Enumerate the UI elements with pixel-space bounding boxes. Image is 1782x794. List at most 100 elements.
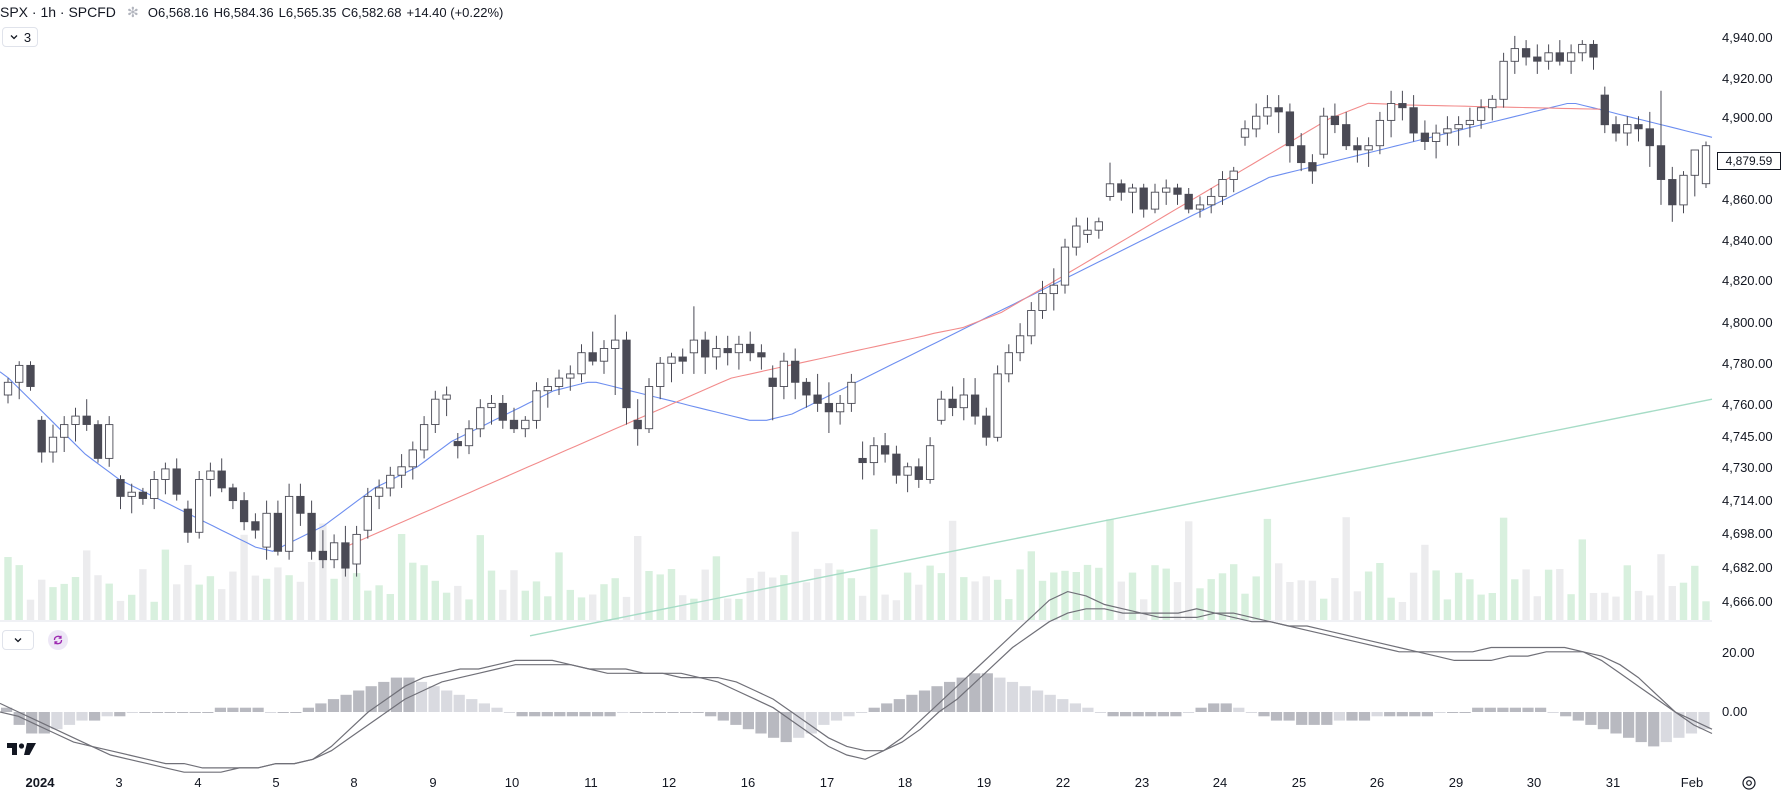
- candle-body[interactable]: [71, 415, 80, 425]
- candle-body[interactable]: [757, 352, 766, 358]
- candle-body[interactable]: [1083, 229, 1092, 235]
- indicators-toggle-button[interactable]: 3: [2, 27, 38, 47]
- candle-body[interactable]: [858, 457, 867, 464]
- candle-body[interactable]: [622, 339, 631, 409]
- candle-body[interactable]: [273, 512, 283, 552]
- candle-body[interactable]: [667, 356, 676, 364]
- candle-body[interactable]: [307, 512, 316, 552]
- candle-body[interactable]: [464, 428, 474, 447]
- symbol-title[interactable]: SPX · 1h · SPCFD: [0, 4, 116, 20]
- candle-body[interactable]: [1229, 170, 1238, 180]
- candle-body[interactable]: [1578, 43, 1587, 54]
- candle-body[interactable]: [993, 373, 1002, 438]
- candle-body[interactable]: [127, 491, 136, 497]
- candle-body[interactable]: [577, 352, 586, 375]
- candle-body[interactable]: [48, 436, 58, 453]
- candle-body[interactable]: [363, 495, 372, 531]
- candle-body[interactable]: [948, 398, 957, 409]
- candle-body[interactable]: [1521, 48, 1531, 58]
- candle-body[interactable]: [892, 453, 901, 476]
- candle-body[interactable]: [1105, 183, 1115, 197]
- candle-body[interactable]: [599, 348, 609, 362]
- candle-body[interactable]: [1611, 124, 1621, 134]
- candle-body[interactable]: [82, 415, 91, 425]
- candle-body[interactable]: [824, 402, 834, 413]
- candle-body[interactable]: [1353, 145, 1362, 151]
- candle-body[interactable]: [1195, 204, 1205, 210]
- candle-body[interactable]: [1027, 310, 1036, 337]
- candle-body[interactable]: [228, 487, 238, 502]
- candle-body[interactable]: [262, 512, 271, 548]
- candle-body[interactable]: [487, 402, 496, 409]
- candle-body[interactable]: [768, 377, 777, 387]
- candle-body[interactable]: [1117, 183, 1126, 193]
- candle-body[interactable]: [1701, 145, 1711, 185]
- candle-body[interactable]: [419, 424, 429, 451]
- candle-body[interactable]: [1218, 179, 1227, 197]
- candle-body[interactable]: [1375, 119, 1385, 147]
- candle-body[interactable]: [1555, 52, 1564, 62]
- candle-body[interactable]: [1162, 187, 1171, 193]
- candle-body[interactable]: [1465, 119, 1475, 126]
- settings-gear-icon[interactable]: [1740, 774, 1758, 792]
- candle-body[interactable]: [678, 356, 687, 362]
- candle-body[interactable]: [779, 360, 789, 387]
- candle-body[interactable]: [498, 402, 507, 421]
- candle-body[interactable]: [970, 394, 980, 417]
- candle-body[interactable]: [195, 479, 204, 533]
- candle-body[interactable]: [1319, 115, 1328, 155]
- candle-body[interactable]: [1060, 246, 1070, 286]
- candle-body[interactable]: [138, 491, 148, 499]
- candle-body[interactable]: [1274, 107, 1283, 113]
- candle-body[interactable]: [1004, 352, 1013, 375]
- tradingview-logo-icon[interactable]: [6, 741, 38, 757]
- candle-body[interactable]: [93, 424, 103, 459]
- candle-body[interactable]: [150, 479, 159, 499]
- candle-body[interactable]: [1510, 48, 1519, 62]
- candle-body[interactable]: [374, 487, 384, 497]
- candle-body[interactable]: [532, 390, 541, 421]
- candle-body[interactable]: [1072, 225, 1081, 248]
- candle-body[interactable]: [1623, 124, 1632, 134]
- candle-body[interactable]: [1297, 145, 1306, 164]
- candle-body[interactable]: [116, 479, 125, 497]
- candle-body[interactable]: [318, 550, 328, 561]
- candle-body[interactable]: [1207, 195, 1216, 206]
- candle-body[interactable]: [1240, 128, 1250, 138]
- candle-body[interactable]: [1094, 221, 1103, 231]
- candle-body[interactable]: [1420, 132, 1430, 142]
- candle-body[interactable]: [1252, 115, 1261, 130]
- candle-body[interactable]: [1285, 111, 1295, 147]
- candle-body[interactable]: [746, 343, 755, 354]
- candle-body[interactable]: [217, 470, 226, 489]
- candle-body[interactable]: [453, 441, 462, 447]
- candle-body[interactable]: [161, 468, 170, 480]
- candle-body[interactable]: [1364, 145, 1373, 151]
- candle-body[interactable]: [1589, 43, 1598, 58]
- candle-body[interactable]: [1150, 191, 1160, 210]
- candle-body[interactable]: [1015, 335, 1025, 354]
- candle-body[interactable]: [689, 339, 699, 354]
- candle-body[interactable]: [1128, 187, 1137, 193]
- candle-body[interactable]: [1690, 149, 1699, 176]
- candle-body[interactable]: [1173, 187, 1182, 195]
- candle-body[interactable]: [1263, 107, 1272, 117]
- candle-body[interactable]: [880, 445, 890, 455]
- candle-body[interactable]: [914, 466, 923, 480]
- candle-body[interactable]: [723, 348, 732, 354]
- candle-body[interactable]: [1656, 145, 1666, 180]
- candle-body[interactable]: [869, 445, 879, 464]
- candle-body[interactable]: [1488, 98, 1497, 109]
- candle-body[interactable]: [1409, 107, 1418, 134]
- candle-body[interactable]: [925, 445, 935, 480]
- candle-body[interactable]: [329, 542, 339, 561]
- candle-body[interactable]: [1398, 103, 1407, 109]
- candle-body[interactable]: [509, 419, 519, 430]
- candle-body[interactable]: [813, 394, 822, 404]
- candle-body[interactable]: [701, 339, 710, 358]
- candle-body[interactable]: [1386, 103, 1396, 121]
- candle-body[interactable]: [1330, 115, 1340, 126]
- candle-body[interactable]: [633, 419, 642, 430]
- candle-body[interactable]: [734, 343, 744, 354]
